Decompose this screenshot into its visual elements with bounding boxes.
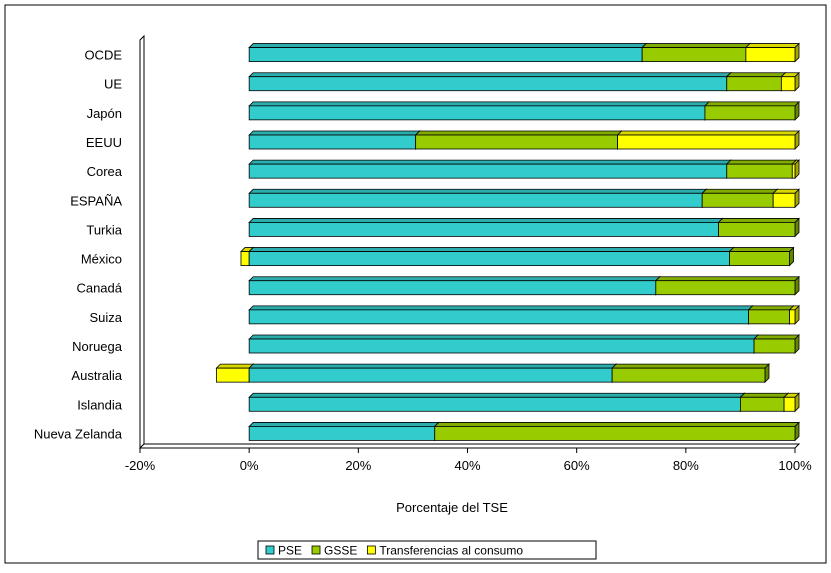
bar-segment: [215, 363, 255, 384]
legend-label: Transferencias al consumo: [379, 544, 523, 558]
bar-segment: [248, 71, 732, 92]
bar-segment: [739, 392, 790, 413]
bar-segment: [725, 159, 798, 180]
legend: PSE GSSE Transferencias al consumo: [257, 540, 597, 560]
bar-segment: [641, 42, 751, 63]
category-label: Turkia: [86, 222, 122, 237]
category-label: Islandia: [77, 397, 123, 412]
bar-segment: [248, 334, 760, 354]
plot-floor: [138, 443, 801, 449]
bar-segment: [433, 421, 800, 442]
bar-segment: [248, 42, 648, 63]
legend-label: GSSE: [324, 544, 357, 558]
bar-segment: [772, 188, 800, 209]
legend-swatch: [311, 545, 321, 555]
bar-segment: [248, 363, 618, 384]
bar-segment: [611, 363, 770, 384]
legend-item: Transferencias al consumo: [366, 544, 523, 558]
bar-segment: [248, 159, 732, 180]
x-tick-label: 60%: [564, 458, 590, 473]
category-label: EEUU: [86, 135, 122, 150]
category-label: Nueva Zelanda: [34, 426, 123, 441]
bar-segment: [788, 304, 800, 325]
category-label: Noruega: [72, 339, 123, 354]
bar-segment: [701, 188, 779, 209]
legend-swatch: [366, 545, 376, 555]
x-tick-label: -20%: [125, 458, 156, 473]
category-label: UE: [104, 77, 122, 92]
category-label: OCDE: [84, 48, 122, 63]
bar-segment: [248, 100, 710, 121]
category-label: Australia: [71, 368, 122, 383]
bar-segment: [616, 130, 800, 150]
x-tick-labels: -20% 0% 20% 40% 60% 80% 100%: [125, 448, 812, 473]
legend-swatch: [265, 545, 275, 555]
legend-label: PSE: [278, 544, 302, 558]
bar-segment: [744, 42, 800, 63]
category-label: Suiza: [89, 310, 122, 325]
bar-segment: [725, 71, 787, 92]
legend-item: GSSE: [311, 544, 357, 558]
bar-segment: [728, 246, 795, 267]
bar-segment: [248, 246, 735, 267]
bar-segment: [248, 304, 754, 325]
x-axis-title: Porcentaje del TSE: [396, 500, 508, 515]
bar-segment: [791, 159, 800, 180]
x-tick-label: 0%: [240, 458, 259, 473]
bar-segment: [717, 217, 800, 238]
bar-segment: [248, 421, 440, 442]
x-tick-label: 100%: [778, 458, 812, 473]
bar-segment: [248, 392, 746, 413]
bar-segment: [747, 304, 795, 325]
legend-item: PSE: [265, 544, 302, 558]
category-label: Corea: [87, 164, 123, 179]
bar-segment: [248, 217, 724, 238]
bars-group: [215, 42, 800, 442]
bar-segment: [248, 130, 421, 150]
bar-segment: [753, 334, 800, 354]
bar-segment: [703, 100, 800, 121]
legend-box: [257, 540, 597, 560]
category-label: ESPAÑA: [70, 193, 122, 208]
plot-left-wall: [139, 34, 145, 450]
category-label: Japón: [87, 106, 122, 121]
category-labels: OCDE UE Japón EEUU Corea ESPAÑA Turkia México Ca…: [34, 48, 123, 442]
bar-segment: [780, 71, 800, 92]
x-tick-label: 40%: [454, 458, 480, 473]
bar-segment: [654, 275, 800, 296]
category-label: Canadá: [76, 281, 122, 296]
x-tick-label: 20%: [345, 458, 371, 473]
bar-segment: [248, 188, 708, 209]
bar-segment: [248, 275, 661, 296]
bar-segment: [783, 392, 800, 413]
category-label: México: [81, 252, 122, 267]
bar-segment: [414, 130, 623, 150]
x-tick-label: 80%: [673, 458, 699, 473]
